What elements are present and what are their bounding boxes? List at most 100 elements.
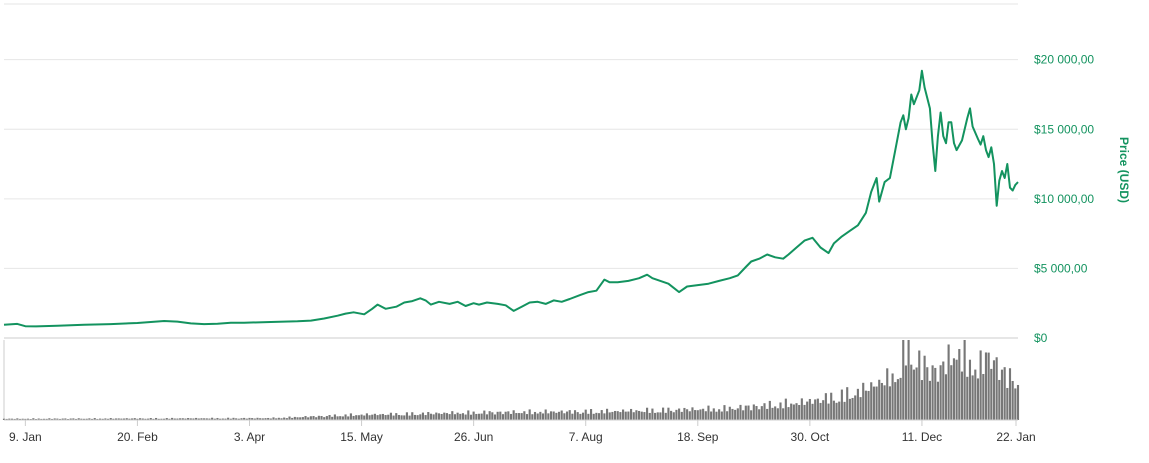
volume-bar bbox=[686, 409, 689, 420]
volume-bar bbox=[467, 410, 470, 420]
volume-bar bbox=[160, 418, 163, 420]
volume-bar bbox=[101, 418, 104, 420]
volume-bar bbox=[507, 411, 510, 420]
volume-bar bbox=[803, 404, 806, 420]
volume-bar bbox=[66, 418, 70, 420]
volume-bar bbox=[891, 373, 894, 420]
volume-bar bbox=[870, 382, 873, 420]
volume-bar bbox=[739, 404, 742, 420]
volume-bar bbox=[827, 403, 830, 420]
volume-bar bbox=[200, 418, 203, 420]
volume-bar bbox=[485, 414, 489, 420]
volume-bar bbox=[787, 407, 790, 420]
volume-bar bbox=[584, 409, 587, 420]
volume-bar bbox=[253, 418, 256, 420]
volume-bar bbox=[750, 410, 753, 420]
volume-bar bbox=[902, 340, 905, 420]
volume-bar bbox=[784, 398, 787, 420]
volume-bar bbox=[368, 415, 371, 420]
volume-bar bbox=[635, 410, 638, 420]
volume-bar bbox=[587, 413, 590, 420]
volume-bar bbox=[643, 412, 646, 420]
volume-bar bbox=[896, 379, 899, 420]
volume-bar bbox=[48, 418, 51, 420]
volume-bar bbox=[37, 418, 40, 420]
volume-bar bbox=[40, 418, 43, 420]
volume-bar bbox=[702, 408, 705, 420]
volume-bar bbox=[814, 399, 817, 420]
volume-bar bbox=[112, 418, 115, 420]
volume-bar bbox=[128, 418, 131, 420]
volume-bar bbox=[691, 407, 694, 420]
volume-bar bbox=[344, 414, 347, 420]
volume-bar bbox=[875, 386, 878, 420]
volume-bar bbox=[968, 359, 972, 420]
volume-bar bbox=[77, 418, 80, 420]
volume-bar bbox=[539, 411, 542, 420]
volume-bar bbox=[115, 418, 118, 420]
volume-bar bbox=[269, 418, 272, 420]
volume-bar bbox=[219, 418, 222, 420]
volume-bar bbox=[856, 388, 859, 420]
volume-bar bbox=[854, 395, 857, 420]
volume-bar bbox=[213, 418, 216, 420]
volume-bar bbox=[544, 409, 547, 420]
volume-bar bbox=[440, 413, 443, 420]
volume-bar bbox=[419, 414, 422, 420]
volume-bar bbox=[267, 417, 270, 420]
volume-bar bbox=[469, 414, 473, 420]
volume-bar bbox=[742, 410, 745, 420]
volume-bar bbox=[883, 385, 886, 420]
volume-bar bbox=[982, 374, 985, 420]
volume-bar bbox=[331, 416, 334, 420]
y-tick-label: $15 000,00 bbox=[1034, 122, 1094, 136]
volume-bar bbox=[795, 403, 798, 420]
volume-bar bbox=[379, 414, 382, 420]
volume-bar bbox=[619, 412, 622, 420]
volume-bar bbox=[680, 411, 683, 420]
volume-bar bbox=[363, 415, 366, 420]
volume-bar bbox=[74, 418, 78, 420]
volume-bar bbox=[835, 402, 838, 420]
volume-bar bbox=[245, 418, 248, 420]
volume-bar bbox=[616, 411, 619, 420]
volume-bar bbox=[565, 411, 569, 420]
volume-bar bbox=[53, 418, 56, 420]
volume-bar bbox=[552, 411, 555, 420]
volume-bar bbox=[838, 401, 841, 420]
volume-bar bbox=[491, 412, 494, 420]
volume-bar bbox=[475, 413, 478, 420]
x-tick-label: 20. Feb bbox=[117, 430, 158, 444]
volume-bar bbox=[69, 418, 72, 420]
volume-bar bbox=[459, 413, 462, 420]
volume-bar bbox=[304, 416, 307, 420]
volume-bar bbox=[400, 415, 403, 420]
volume-bar bbox=[8, 418, 11, 420]
volume-bar bbox=[18, 418, 22, 420]
volume-bar bbox=[24, 418, 27, 420]
volume-bar bbox=[907, 340, 910, 420]
volume-bar bbox=[888, 386, 891, 420]
volume-bar bbox=[776, 408, 779, 420]
volume-bar bbox=[125, 418, 128, 420]
volume-bar bbox=[224, 418, 227, 420]
volume-bar bbox=[611, 411, 614, 420]
volume-bar bbox=[822, 400, 825, 420]
volume-bars bbox=[2, 340, 1020, 421]
volume-bar bbox=[790, 403, 793, 420]
volume-bar bbox=[504, 411, 507, 420]
volume-bar bbox=[499, 411, 502, 420]
volume-bar bbox=[456, 412, 459, 420]
volume-bar bbox=[229, 418, 232, 420]
x-axis: 9. Jan 20. Feb 3. Apr 15. May 26. Jun 7. Aug 1… bbox=[9, 420, 1036, 444]
volume-bar bbox=[480, 413, 483, 420]
volume-bar bbox=[64, 418, 67, 420]
volume-bar bbox=[547, 413, 550, 420]
volume-bar bbox=[984, 352, 988, 420]
volume-bar bbox=[694, 410, 697, 420]
volume-bar bbox=[85, 418, 88, 420]
volume-bar bbox=[45, 418, 48, 420]
volume-bar bbox=[792, 404, 795, 420]
volume-bar bbox=[227, 417, 230, 420]
volume-bar bbox=[1016, 384, 1020, 420]
